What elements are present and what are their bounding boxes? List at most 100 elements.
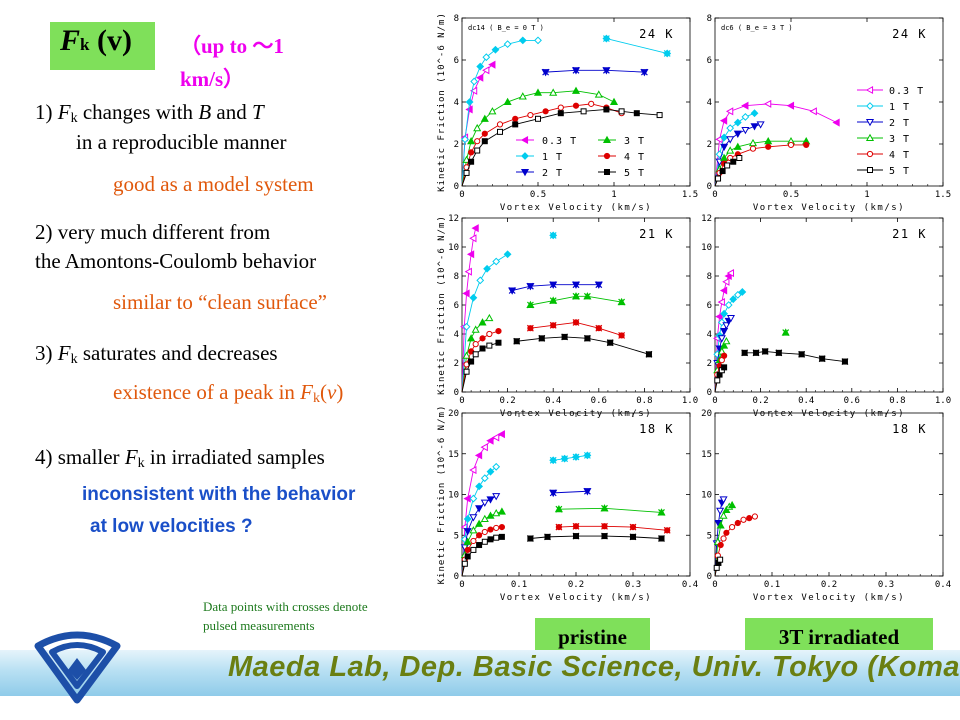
series-4T	[461, 522, 671, 577]
point-4: 4) smaller Fk in irradiated samples	[35, 445, 325, 471]
data-point	[725, 107, 734, 116]
x-tick-label: 0	[459, 396, 464, 406]
data-point	[476, 532, 483, 539]
data-point	[493, 534, 500, 541]
data-point	[557, 104, 564, 111]
x-tick-label: 0.1	[511, 580, 527, 590]
pulsed-line	[606, 38, 668, 54]
y-axis-label: Kinetic Friction (10^-6 N/m)	[437, 215, 447, 395]
series-line	[461, 39, 538, 187]
data-point	[469, 514, 478, 522]
data-point	[463, 515, 472, 523]
data-point	[750, 109, 759, 118]
legend-marker	[866, 102, 874, 110]
pulsed-cross	[618, 298, 626, 306]
x-tick-label: 0.6	[591, 396, 607, 406]
data-point	[715, 175, 722, 182]
y-tick-label: 6	[707, 301, 712, 311]
x-axis-label: Vortex Velocity (km/s)	[500, 203, 652, 213]
pulsed-cross	[663, 526, 671, 534]
data-point	[492, 257, 501, 266]
data-point	[461, 560, 468, 567]
data-point	[469, 234, 477, 243]
series-5T	[713, 556, 724, 577]
x-tick-label: 0.3	[625, 580, 641, 590]
legend-marker	[521, 152, 529, 160]
series-2T	[460, 487, 592, 577]
pulsed-cross	[526, 301, 534, 309]
data-point	[492, 509, 501, 517]
x-axis-label: Vortex Velocity (km/s)	[500, 409, 652, 419]
point-2-line-2: the Amontons-Coulomb behavior	[35, 249, 317, 273]
plot-frame	[714, 217, 944, 393]
sample-annotation: dc14 ( B_e = 0 T )	[468, 24, 544, 32]
data-point	[572, 102, 580, 109]
data-point	[473, 123, 482, 132]
data-point	[493, 524, 500, 532]
y-tick-label: 15	[701, 450, 712, 460]
chart-irradiated-18K: 0 0.1 0.2 0.3 0.4 0 5 10 15 20 Vortex Velocity (km…	[701, 409, 951, 603]
legend-label: 5 T	[889, 166, 910, 177]
data-point	[535, 115, 541, 122]
data-point	[474, 147, 481, 154]
x-tick-label: 0.2	[568, 580, 584, 590]
series-1T	[461, 231, 558, 393]
data-point	[603, 106, 610, 113]
data-point	[480, 499, 489, 507]
y-tick-label: 0	[454, 388, 459, 398]
data-point	[480, 114, 489, 122]
data-point	[486, 342, 493, 349]
y-tick-label: 4	[454, 98, 459, 108]
series-5T	[714, 347, 849, 393]
legend-label: 4 T	[889, 150, 910, 161]
pulsed-cross	[601, 522, 608, 530]
data-point	[733, 130, 742, 138]
data-point	[460, 535, 469, 544]
legend-marker	[865, 133, 875, 142]
data-point	[480, 474, 489, 483]
data-point	[580, 108, 587, 115]
temperature-label: 21 K	[892, 227, 927, 241]
label-pristine: pristine	[535, 618, 650, 656]
x-tick-label: 0	[712, 580, 717, 590]
footer-lab-name: Maeda Lab, Dep. Basic Science, Univ. Tok…	[228, 651, 960, 683]
x-tick-label: 1.0	[682, 396, 698, 406]
y-tick-label: 6	[454, 301, 459, 311]
data-point	[787, 141, 795, 149]
pulsed-cross	[572, 292, 580, 300]
data-point	[741, 126, 750, 135]
series-2T	[508, 281, 603, 295]
data-point	[736, 155, 743, 161]
x-axis-label: Vortex Velocity (km/s)	[500, 593, 652, 603]
pulsed-cross	[583, 487, 591, 495]
data-point	[746, 515, 753, 522]
data-point	[729, 295, 738, 304]
x-tick-label: 0.2	[821, 580, 837, 590]
data-point	[549, 88, 558, 96]
data-point	[482, 53, 491, 62]
legend-marker	[520, 135, 529, 145]
series-3T	[713, 328, 790, 393]
pulsed-cross	[663, 50, 671, 57]
data-point	[470, 77, 479, 86]
legend-marker	[867, 167, 873, 173]
data-point	[487, 536, 494, 543]
data-point	[726, 269, 735, 278]
y-tick-label: 20	[448, 409, 459, 419]
footnote: Data points with crosses denote pulsed m…	[203, 599, 368, 633]
data-point	[717, 541, 724, 549]
x-tick-label: 0	[459, 190, 464, 200]
x-tick-label: 1	[864, 190, 869, 200]
data-point	[469, 494, 478, 503]
data-point	[468, 149, 475, 156]
data-point	[713, 564, 720, 571]
point-1: 1) Fk changes with B and T	[35, 100, 264, 126]
data-point	[717, 556, 724, 563]
pulsed-cross	[602, 66, 610, 74]
y-tick-label: 2	[454, 140, 459, 150]
y-tick-label: 2	[454, 359, 459, 369]
data-point	[714, 377, 721, 384]
pulsed-cross	[583, 451, 591, 459]
y-tick-label: 0	[707, 182, 712, 192]
data-point	[461, 135, 469, 144]
